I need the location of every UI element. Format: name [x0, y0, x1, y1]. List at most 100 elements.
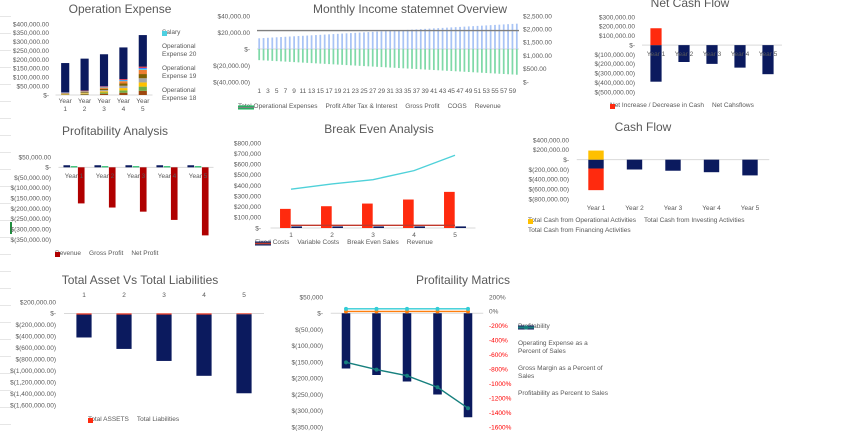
y-tick-label: $- — [45, 165, 51, 172]
y-tick-label: $(200,000.00) — [11, 206, 51, 213]
bar — [323, 34, 326, 49]
y-tick-label: $200,000.00 — [20, 299, 57, 306]
bar — [319, 49, 322, 64]
bar — [262, 49, 265, 61]
bar — [454, 49, 457, 72]
legend-line-swatch — [518, 325, 534, 329]
y-tick-label: $(400,000.00) — [16, 334, 56, 341]
bar — [485, 49, 488, 74]
category-label: Year 4 — [117, 98, 131, 113]
y-tick-label: $(100,000.00) — [595, 52, 635, 59]
bar — [80, 91, 89, 92]
plot-area: $300,000.00 $200,000.00 $100,000.00 $- $(100… — [595, 14, 782, 96]
bar — [494, 49, 496, 74]
bar — [411, 49, 413, 69]
bar — [80, 94, 89, 95]
chart-profitability-analysis[interactable]: $50,000.00 $- $(50,000.00) $(100,000.00) $(1… — [0, 120, 230, 260]
y-tick-label: $(300,000.00) — [11, 226, 51, 233]
bar — [358, 49, 361, 66]
category-label: 15 — [317, 88, 325, 95]
bar — [626, 159, 643, 170]
chart-net-cash-flow[interactable]: $300,000.00 $200,000.00 $100,000.00 $- $(100… — [580, 0, 850, 115]
bar — [384, 31, 387, 49]
category-label: 2 — [330, 232, 334, 239]
bar — [63, 165, 71, 168]
bar — [419, 49, 422, 70]
bar — [463, 313, 473, 418]
chart-title: Profitability Analysis — [61, 124, 169, 138]
category-label: 57 — [500, 88, 508, 95]
bar — [80, 93, 89, 95]
legend-item: Net Cahsflows — [610, 102, 754, 110]
bar — [406, 29, 409, 49]
bar — [511, 23, 514, 49]
bar — [433, 313, 442, 395]
y-tick-label: $(200,000.00) — [529, 167, 569, 174]
bar — [419, 29, 422, 49]
bar — [297, 49, 300, 63]
bar — [511, 49, 514, 75]
bar — [463, 26, 466, 49]
bar — [441, 27, 444, 49]
legend-item: Gross Profit — [55, 250, 123, 258]
category-label: 51 — [474, 88, 482, 95]
bar — [99, 88, 109, 91]
category-label: 1 — [257, 88, 261, 95]
category-label: 37 — [413, 88, 421, 95]
y-tick-label: $250,000.00 — [13, 48, 50, 55]
bar — [80, 91, 89, 93]
category-label: 21 — [343, 88, 351, 95]
category-label: 47 — [456, 88, 464, 95]
chart-break-even[interactable]: $800,000 $700,000 $600,000 $500,000 $400,000… — [225, 120, 515, 250]
bar — [280, 37, 282, 49]
y-tick-label: $- — [563, 157, 569, 164]
legend-label: Operational Expense 19 — [162, 65, 197, 80]
chart-legend: ProfitabilityOperating Expense as a Perc… — [518, 323, 610, 398]
y-tick-label: $(350,000) — [292, 424, 323, 431]
legend-color-swatch — [55, 251, 60, 257]
chart-cash-flow[interactable]: $400,000.00 $200,000.00 $- $(200,000.00) $(4… — [510, 120, 790, 245]
category-label: Year 1 — [647, 51, 666, 58]
bar — [354, 32, 357, 49]
bar — [119, 47, 128, 80]
plot-area: $800,000 $700,000 $600,000 $500,000 $400,000… — [234, 140, 476, 239]
legend-label: Salary — [162, 29, 181, 36]
y-tick-label: $200,000 — [234, 204, 261, 211]
bar — [428, 28, 431, 49]
legend-label: Gross Margin as a Percent of Sales — [518, 365, 603, 380]
bar — [99, 90, 109, 92]
bar — [236, 314, 252, 394]
bar — [472, 26, 475, 49]
category-label: Year 1 — [587, 205, 606, 212]
line-marker — [435, 306, 440, 311]
y-tick-label: $300,000 — [234, 193, 261, 200]
line-marker — [344, 360, 348, 365]
y-tick-label: $20,000.00 — [217, 30, 250, 37]
y-tick-label: $350,000.00 — [13, 30, 50, 37]
chart-asset-vs-liabilities[interactable]: $200,000.00 $- $(200,000.00) $(400,000.00) $… — [0, 265, 280, 432]
bar — [384, 49, 387, 68]
bar — [373, 226, 384, 228]
category-label: Year 1 — [59, 98, 73, 113]
category-label: 9 — [292, 88, 296, 95]
chart-profitability-matrics[interactable]: $50,000 $- $(50,000) $(100,000) $(150,000) $(… — [280, 265, 610, 432]
y-tick-label: $200,000.00 — [533, 147, 570, 154]
bar — [170, 167, 178, 220]
y-tick-label: $(600,000.00) — [529, 186, 569, 193]
bar — [267, 49, 269, 61]
legend-item: Gross Margin as a Percent of Sales — [518, 325, 610, 381]
legend-label: Gross Profit — [405, 103, 440, 110]
category-label: Year 3 — [703, 51, 722, 58]
category-label: 39 — [421, 88, 429, 95]
y-tick-label: $200,000.00 — [599, 24, 636, 31]
line-marker — [466, 406, 470, 411]
legend-item: Total Cash from Investing Activities — [528, 217, 744, 225]
chart-monthly-income[interactable]: $40,000.00 $20,000.00 $- $(20,000.00) $(40,0… — [210, 0, 570, 115]
chart-legend: Revenue Gross Profit Net Profit — [55, 250, 225, 258]
chart-operation-expense[interactable]: $400,000.00 $350,000.00 $300,000.00 $250,00… — [0, 0, 215, 115]
bar — [650, 45, 662, 82]
category-label: 4 — [202, 292, 206, 299]
legend-item: Total Liabilities — [88, 416, 179, 424]
bar — [262, 38, 265, 49]
legend-label: Operational Expense 20 — [162, 43, 197, 58]
